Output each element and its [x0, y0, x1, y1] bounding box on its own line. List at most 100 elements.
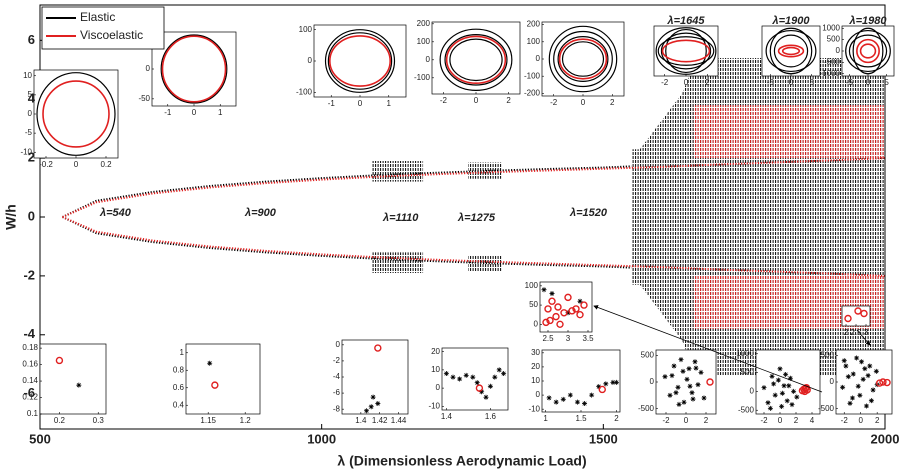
- orbit: [444, 33, 508, 86]
- poincare-point: [370, 394, 376, 400]
- inset-y-tick-label: 500: [741, 368, 755, 377]
- inset-x-tick-label: 0: [789, 78, 794, 87]
- poincare-point: [207, 360, 213, 366]
- poincare-point: [610, 379, 616, 385]
- inset: 1.4 1.6 -10 0 10 20: [428, 347, 509, 421]
- chaos-band: [372, 161, 424, 182]
- chaos-band: [468, 255, 502, 272]
- inset-y-tick-label: 0: [830, 377, 835, 386]
- inset-y-tick-label: -500: [824, 57, 841, 66]
- inset-x-tick-label: -2: [550, 98, 558, 107]
- x-tick-label: 2000: [871, 431, 900, 446]
- inset-y-tick-label: 0: [336, 340, 341, 349]
- inset: -2 0 2 -500 0 500: [638, 349, 717, 425]
- poincare-point: [576, 310, 584, 319]
- orbit: [324, 29, 396, 93]
- inset-x-tick-label: 5: [809, 78, 814, 87]
- inset-y-tick-label: 1000: [822, 23, 840, 32]
- poincare-point: [690, 396, 696, 402]
- inset-x-tick-label: 4: [810, 416, 815, 425]
- poincare-point: [865, 373, 871, 379]
- poincare-point: [470, 374, 476, 380]
- inset-y-tick-label: 0.6: [173, 383, 185, 392]
- poincare-point: [870, 387, 876, 393]
- inset-x-tick-label: -5: [767, 78, 775, 87]
- y-tick-label: 2: [28, 150, 35, 165]
- y-tick-label: -4: [23, 326, 35, 341]
- poincare-point: [701, 395, 707, 401]
- inset-y-tick-label: -10: [428, 401, 440, 410]
- poincare-point: [840, 384, 846, 390]
- x-tick-label: 1000: [307, 431, 336, 446]
- inset-y-tick-label: -100: [296, 87, 313, 96]
- poincare-point: [783, 371, 789, 377]
- poincare-point: [687, 383, 693, 389]
- inset: 2 2.5 3: [841, 305, 871, 337]
- poincare-point: [501, 371, 507, 377]
- poincare-point: [375, 401, 381, 407]
- inset: 1.15 1.2 0.4 0.6 0.8 1: [173, 343, 261, 425]
- poincare-point: [845, 374, 851, 380]
- poincare-point: [860, 376, 866, 382]
- inset: -2 0 2 -100 0 100 200: [414, 19, 521, 105]
- orbit: [769, 27, 813, 75]
- poincare-point: [875, 379, 884, 387]
- inset-y-tick-label: -4: [333, 372, 341, 381]
- poincare-point: [463, 372, 469, 378]
- inset-y-tick-label: 200: [527, 20, 541, 29]
- inset-y-tick-label: -8: [333, 404, 341, 413]
- poincare-point: [786, 383, 792, 389]
- inset-frame: [541, 21, 625, 97]
- zoom-arrow: [593, 305, 823, 393]
- inset-y-tick-label: 0: [436, 383, 441, 392]
- inset-x-tick-label: 1: [543, 414, 548, 423]
- inset-x-tick-label: 0.2: [54, 416, 66, 425]
- inset: 0.2 0.3 0.1 0.12 0.14 0.16 0.18: [22, 343, 107, 425]
- poincare-point: [667, 392, 673, 398]
- inset-y-tick-label: 1: [180, 348, 185, 357]
- inset-frame: [755, 349, 821, 415]
- inset-y-tick-label: 0.4: [173, 400, 185, 409]
- poincare-point: [542, 318, 550, 327]
- inset-y-tick-label: 0: [750, 387, 755, 396]
- poincare-point: [779, 403, 785, 409]
- inset-y-tick-label: 0.14: [22, 376, 38, 385]
- inset-frame: [151, 31, 237, 107]
- poincare-point: [55, 356, 64, 365]
- poincare-point: [552, 312, 560, 321]
- orbit: [655, 27, 717, 75]
- inset-title: λ=1900: [771, 15, 810, 27]
- orbit: [439, 28, 513, 91]
- orbit: [445, 35, 507, 85]
- poincare-point: [854, 307, 862, 315]
- branch-line: [62, 216, 632, 269]
- poincare-point: [794, 394, 800, 400]
- orbit: [781, 46, 801, 56]
- poincare-point: [850, 371, 856, 377]
- inset-x-tick-label: -2: [841, 416, 849, 425]
- inset-y-tick-label: 0.1: [27, 409, 39, 418]
- chaos-band: [693, 275, 885, 329]
- inset-y-tick-label: 50: [529, 300, 538, 309]
- inset: -5 0 5 -1000 -500 0 500 1000 λ=1980: [820, 15, 895, 87]
- inset-y-tick-label: 10: [431, 365, 440, 374]
- inset-frame: [761, 25, 821, 77]
- inset-y-tick-label: -100: [524, 71, 541, 80]
- inset: -2 0 2 -500 0 500: [818, 349, 893, 425]
- zoom-arrow: [856, 329, 871, 346]
- branch-line: [62, 216, 886, 277]
- inset-x-tick-label: 0: [74, 160, 79, 169]
- orbit: [42, 80, 110, 148]
- annotation: λ=900: [244, 207, 277, 219]
- poincare-point: [487, 383, 493, 389]
- orbit: [660, 32, 712, 70]
- inset-frame: [39, 343, 107, 415]
- poincare-point: [368, 404, 374, 410]
- inset-title: λ=1980: [848, 15, 887, 27]
- chaos-band: [372, 252, 424, 273]
- poincare-point: [443, 371, 449, 377]
- inset-x-tick-label: 1.4: [441, 412, 453, 421]
- poincare-point: [789, 402, 795, 408]
- y-tick-label: -2: [23, 267, 35, 282]
- orbit: [553, 30, 613, 88]
